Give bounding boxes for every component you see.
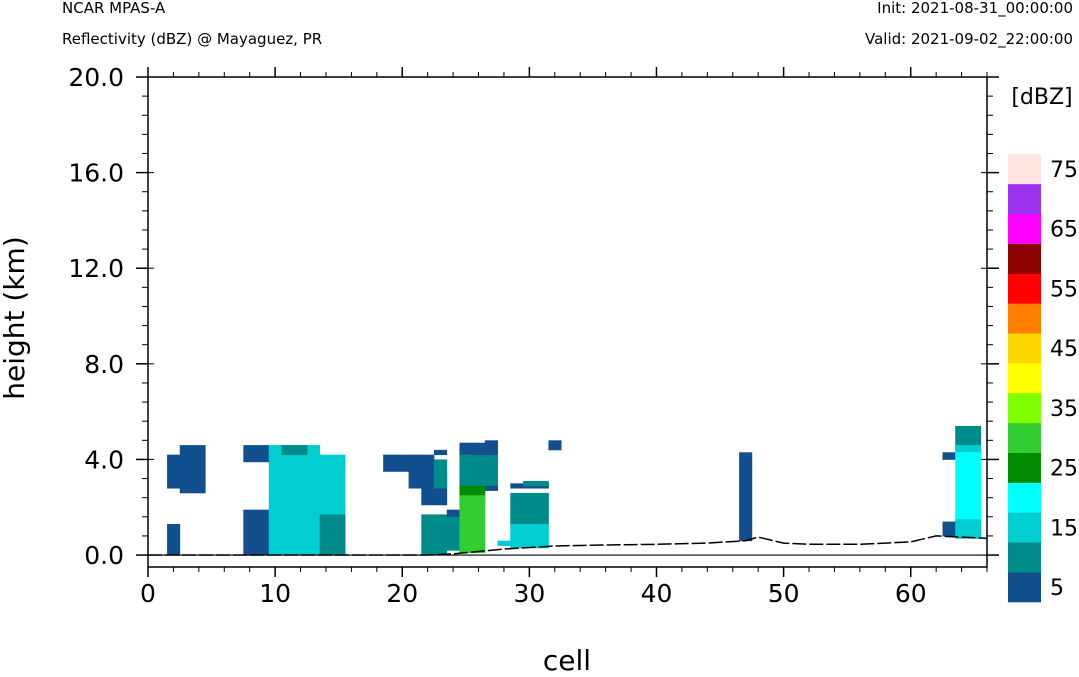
- colorbar-swatch: [1008, 572, 1041, 603]
- reflectivity-cell: [408, 483, 422, 489]
- colorbar-label: 5: [1050, 576, 1064, 601]
- colorbar-label: 35: [1050, 397, 1078, 422]
- colorbar-swatch: [1008, 213, 1041, 244]
- colorbar-swatch: [1008, 452, 1041, 483]
- colorbar-label: 55: [1050, 277, 1078, 302]
- reflectivity-cell: [281, 445, 308, 456]
- reflectivity-cell: [955, 519, 982, 539]
- colorbar: 5 15 25 35 45 55 65 75: [1008, 154, 1078, 603]
- reflectivity-cell: [459, 442, 473, 456]
- colorbar-label: 25: [1050, 457, 1078, 482]
- field-description: Reflectivity (dBZ) @ Mayaguez, PR: [62, 30, 323, 48]
- x-tick-label: 20: [386, 579, 418, 608]
- colorbar-swatch: [1008, 243, 1041, 274]
- reflectivity-cell: [434, 449, 448, 456]
- x-tick-label: 50: [768, 579, 800, 608]
- reflectivity-cell: [510, 523, 549, 549]
- reflectivity-cell: [739, 452, 753, 542]
- x-axis-label: cell: [543, 644, 591, 677]
- reflectivity-cell: [319, 514, 346, 556]
- x-tick-label: 60: [895, 579, 927, 608]
- reflectivity-cell: [179, 445, 206, 494]
- reflectivity-cell: [421, 514, 448, 556]
- reflectivity-cell: [446, 509, 460, 518]
- plot-frame: [147, 76, 988, 568]
- y-axis-label: height (km): [0, 236, 31, 400]
- reflectivity-cell: [167, 523, 181, 556]
- reflectivity-cell: [459, 454, 498, 487]
- reflectivity-cells: [167, 425, 982, 556]
- colorbar-swatch: [1008, 482, 1041, 513]
- colorbar-swatch: [1008, 303, 1041, 334]
- reflectivity-cell: [942, 452, 956, 460]
- reflectivity-cell: [497, 540, 511, 546]
- colorbar-label: 45: [1050, 337, 1078, 362]
- y-tick-label: 4.0: [84, 445, 124, 474]
- reflectivity-cell: [955, 445, 982, 453]
- reflectivity-cell: [167, 454, 181, 489]
- valid-time: Valid: 2021-09-02_22:00:00: [864, 30, 1073, 48]
- reflectivity-cell: [548, 440, 562, 451]
- colorbar-swatch: [1008, 363, 1041, 394]
- x-tick-label: 30: [513, 579, 545, 608]
- y-tick-label: 12.0: [68, 254, 124, 283]
- colorbar-swatch: [1008, 273, 1041, 304]
- model-name: NCAR MPAS-A: [62, 0, 166, 17]
- colorbar-swatch: [1008, 154, 1041, 185]
- reflectivity-cell: [459, 495, 486, 554]
- colorbar-swatch: [1008, 392, 1041, 424]
- colorbar-swatch: [1008, 512, 1041, 543]
- reflectivity-cell: [484, 485, 498, 491]
- reflectivity-cell: [472, 442, 486, 456]
- terrain-line: [148, 535, 988, 556]
- reflectivity-cell: [446, 516, 460, 551]
- reflectivity-cell: [523, 480, 549, 487]
- x-tick-label: 10: [259, 579, 291, 608]
- reflectivity-cell: [955, 425, 982, 446]
- reflectivity-cell: [434, 459, 448, 489]
- reflectivity-cell: [243, 509, 270, 556]
- y-tick-label: 0.0: [84, 541, 124, 570]
- y-tick-label: 8.0: [84, 350, 124, 379]
- x-tick-label: 0: [140, 579, 156, 608]
- terrain-profile: [148, 535, 988, 556]
- colorbar-label: 15: [1050, 516, 1078, 541]
- colorbar-label: 75: [1050, 158, 1078, 183]
- colorbar-label: 65: [1050, 218, 1078, 243]
- axes: 0 10 20 30 40 50 60 0.0 4.0 8.0 12.0 16.0 20.0: [68, 63, 999, 608]
- reflectivity-cell: [484, 440, 498, 456]
- reflectivity-cell: [243, 445, 270, 463]
- reflectivity-cell: [383, 454, 409, 472]
- reflectivity-cell: [955, 452, 982, 520]
- colorbar-units: [dBZ]: [1011, 85, 1072, 110]
- reflectivity-cell: [510, 492, 549, 525]
- colorbar-swatch: [1008, 542, 1041, 573]
- y-tick-label: 16.0: [68, 159, 124, 188]
- colorbar-swatch: [1008, 183, 1041, 215]
- y-tick-label: 20.0: [68, 63, 124, 92]
- reflectivity-cell: [942, 521, 956, 537]
- colorbar-swatch: [1008, 422, 1041, 453]
- x-tick-label: 40: [641, 579, 673, 608]
- colorbar-swatch: [1008, 333, 1041, 364]
- init-time: Init: 2021-08-31_00:00:00: [877, 0, 1073, 17]
